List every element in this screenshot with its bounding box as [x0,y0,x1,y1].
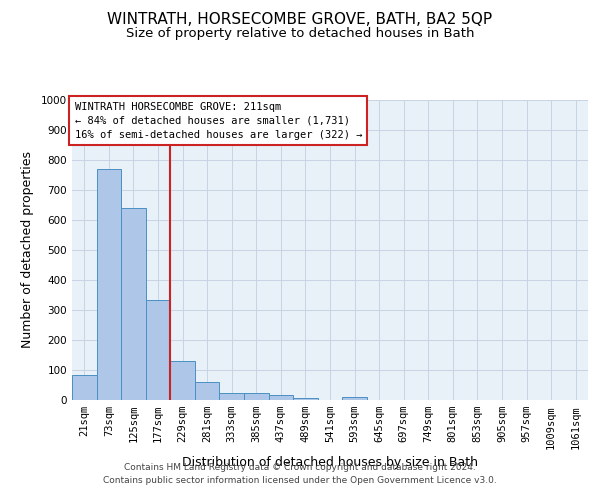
Bar [269,394,293,400]
Bar [342,397,367,400]
Text: WINTRATH HORSECOMBE GROVE: 211sqm
← 84% of detached houses are smaller (1,731)
1: WINTRATH HORSECOMBE GROVE: 211sqm ← 84% … [74,102,362,140]
Bar [244,394,269,400]
Bar [121,208,146,400]
Text: Size of property relative to detached houses in Bath: Size of property relative to detached ho… [126,28,474,40]
X-axis label: Distribution of detached houses by size in Bath: Distribution of detached houses by size … [182,456,478,468]
Y-axis label: Number of detached properties: Number of detached properties [21,152,34,348]
Text: WINTRATH, HORSECOMBE GROVE, BATH, BA2 5QP: WINTRATH, HORSECOMBE GROVE, BATH, BA2 5Q… [107,12,493,28]
Bar [220,392,244,400]
Bar [293,398,318,400]
Text: Contains public sector information licensed under the Open Government Licence v3: Contains public sector information licen… [103,476,497,485]
Bar [195,382,220,400]
Bar [170,361,195,400]
Bar [146,300,170,400]
Text: Contains HM Land Registry data © Crown copyright and database right 2024.: Contains HM Land Registry data © Crown c… [124,464,476,472]
Bar [97,169,121,400]
Bar [72,374,97,400]
